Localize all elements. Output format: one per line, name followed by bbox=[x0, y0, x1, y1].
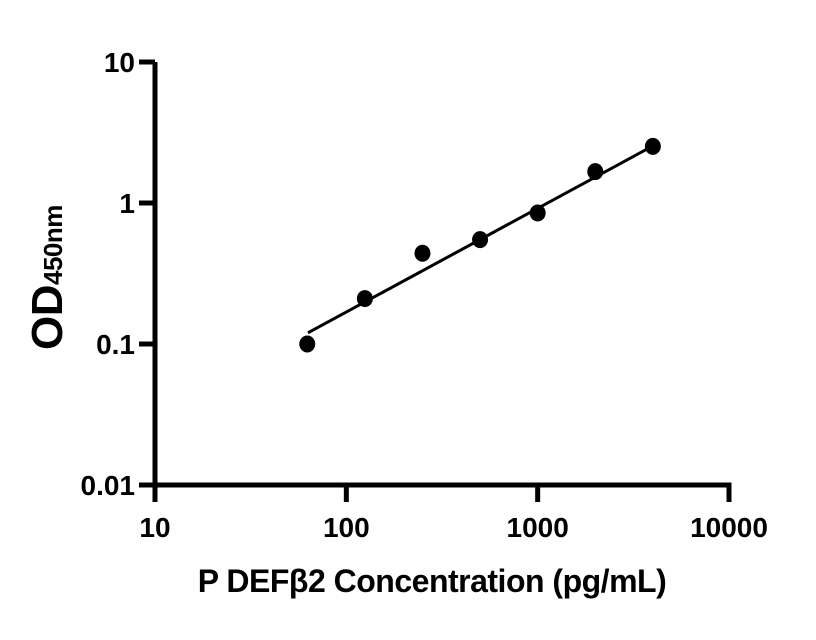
y-tick-label: 0.1 bbox=[96, 329, 135, 360]
y-tick-label: 1 bbox=[119, 188, 135, 219]
x-tick-label: 1000 bbox=[507, 512, 569, 543]
y-axis-title: OD450nm bbox=[23, 205, 72, 350]
data-point bbox=[529, 204, 546, 222]
data-point bbox=[299, 335, 316, 353]
y-tick-label: 10 bbox=[104, 47, 135, 78]
trend-line bbox=[307, 144, 654, 335]
y-tick-label: 0.01 bbox=[81, 470, 136, 501]
data-point bbox=[414, 244, 431, 262]
y-axis-title-sub: 450nm bbox=[38, 205, 68, 285]
x-axis-title: P DEFβ2 Concentration (pg/mL) bbox=[198, 563, 666, 599]
y-axis-title-main: OD bbox=[23, 285, 72, 350]
x-tick-label: 100 bbox=[323, 512, 370, 543]
x-tick-label: 10 bbox=[139, 512, 170, 543]
x-tick-label: 10000 bbox=[690, 512, 768, 543]
